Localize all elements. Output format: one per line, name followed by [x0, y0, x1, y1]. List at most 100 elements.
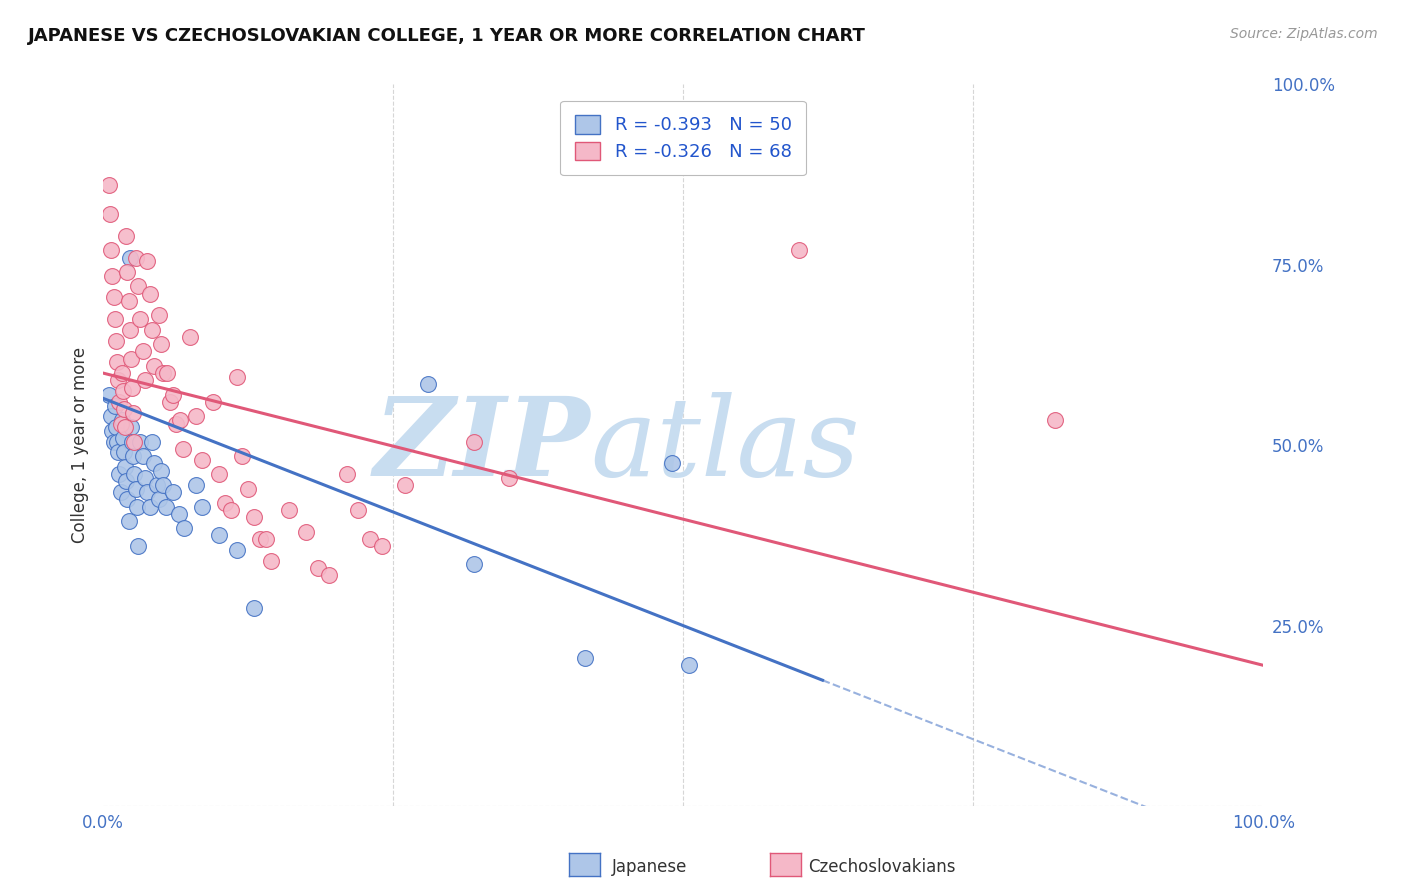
- Point: [98, 207, 121, 221]
- Point: [463, 434, 485, 449]
- Point: [112, 402, 135, 417]
- Point: [254, 532, 277, 546]
- Text: ZIP: ZIP: [374, 392, 591, 499]
- Point: [129, 312, 152, 326]
- Point: [118, 293, 141, 308]
- Point: [100, 409, 122, 424]
- Point: [225, 369, 247, 384]
- Point: [131, 449, 153, 463]
- Point: [134, 373, 156, 387]
- Point: [162, 388, 184, 402]
- Point: [148, 309, 170, 323]
- Point: [145, 478, 167, 492]
- Point: [190, 500, 212, 514]
- Point: [112, 445, 135, 459]
- Point: [138, 286, 160, 301]
- Text: atlas: atlas: [591, 392, 860, 499]
- Point: [295, 524, 318, 539]
- Point: [277, 503, 299, 517]
- Point: [124, 434, 146, 449]
- Point: [108, 467, 131, 482]
- Point: [179, 330, 201, 344]
- Point: [124, 482, 146, 496]
- Point: [129, 434, 152, 449]
- Text: Source: ZipAtlas.com: Source: ZipAtlas.com: [1230, 27, 1378, 41]
- Point: [208, 467, 231, 482]
- Legend: R = -0.393   N = 50, R = -0.326   N = 68: R = -0.393 N = 50, R = -0.326 N = 68: [561, 101, 806, 176]
- Point: [173, 521, 195, 535]
- Point: [678, 658, 700, 673]
- Point: [136, 485, 159, 500]
- Point: [202, 395, 225, 409]
- Point: [114, 459, 136, 474]
- Point: [167, 507, 190, 521]
- Point: [141, 434, 163, 449]
- Point: [127, 279, 149, 293]
- Point: [111, 431, 134, 445]
- Point: [120, 420, 142, 434]
- Point: [143, 359, 166, 373]
- Point: [169, 413, 191, 427]
- Point: [110, 417, 132, 431]
- Point: [100, 244, 122, 258]
- Point: [138, 500, 160, 514]
- Point: [159, 395, 181, 409]
- Point: [115, 229, 138, 244]
- Point: [208, 528, 231, 542]
- Point: [370, 539, 392, 553]
- Point: [172, 442, 194, 456]
- Point: [165, 417, 187, 431]
- Text: Czechoslovakians: Czechoslovakians: [808, 858, 956, 876]
- Point: [150, 337, 173, 351]
- Text: JAPANESE VS CZECHOSLOVAKIAN COLLEGE, 1 YEAR OR MORE CORRELATION CHART: JAPANESE VS CZECHOSLOVAKIAN COLLEGE, 1 Y…: [28, 27, 866, 45]
- Point: [108, 395, 131, 409]
- Point: [104, 399, 127, 413]
- Point: [184, 478, 207, 492]
- Point: [103, 290, 125, 304]
- Point: [127, 539, 149, 553]
- Point: [118, 514, 141, 528]
- Point: [152, 478, 174, 492]
- Point: [243, 510, 266, 524]
- Point: [114, 420, 136, 434]
- Point: [214, 496, 236, 510]
- Point: [107, 445, 129, 459]
- Point: [124, 467, 146, 482]
- Point: [134, 471, 156, 485]
- Point: [661, 456, 683, 470]
- Point: [463, 558, 485, 572]
- Point: [107, 373, 129, 387]
- Point: [152, 366, 174, 380]
- Point: [136, 254, 159, 268]
- Point: [101, 424, 124, 438]
- Point: [104, 312, 127, 326]
- Point: [141, 323, 163, 337]
- Point: [318, 568, 340, 582]
- Point: [101, 268, 124, 283]
- Point: [184, 409, 207, 424]
- Point: [394, 478, 416, 492]
- Point: [238, 482, 260, 496]
- Y-axis label: College, 1 year or more: College, 1 year or more: [72, 347, 89, 543]
- Point: [1043, 413, 1066, 427]
- Point: [231, 449, 253, 463]
- Point: [103, 434, 125, 449]
- Point: [105, 434, 128, 449]
- Text: Japanese: Japanese: [612, 858, 688, 876]
- Point: [97, 388, 120, 402]
- Point: [125, 500, 148, 514]
- Point: [416, 376, 439, 391]
- Point: [162, 485, 184, 500]
- Point: [156, 366, 179, 380]
- Point: [118, 251, 141, 265]
- Point: [111, 413, 134, 427]
- Point: [122, 406, 145, 420]
- Point: [120, 351, 142, 366]
- Point: [121, 434, 143, 449]
- Point: [787, 244, 810, 258]
- Point: [336, 467, 359, 482]
- Point: [115, 475, 138, 489]
- Point: [111, 384, 134, 398]
- Point: [118, 323, 141, 337]
- Point: [225, 542, 247, 557]
